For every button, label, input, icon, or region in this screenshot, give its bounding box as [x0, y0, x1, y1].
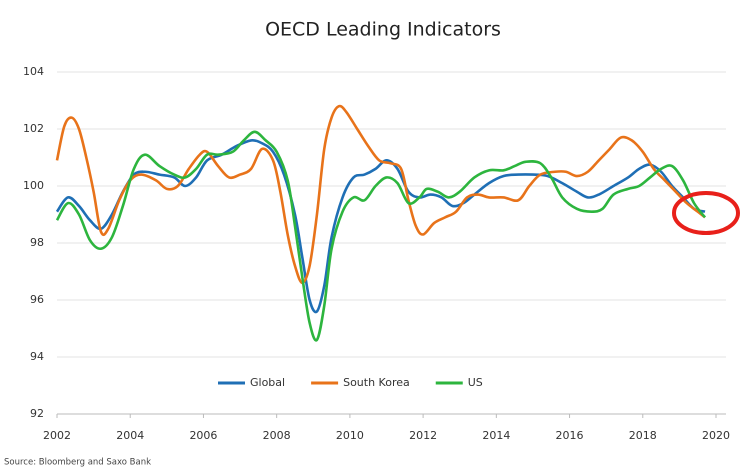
y-tick-label: 98: [30, 236, 44, 249]
legend-label: Global: [250, 376, 285, 389]
x-tick-label: 2002: [43, 429, 71, 442]
grid: 92 94 96 98 100 102 104 2002 2004 2006 2008 2010 201…: [23, 65, 730, 442]
x-tick-label: 2004: [116, 429, 144, 442]
y-tick-label: 100: [23, 179, 44, 192]
x-tick-label: 2016: [556, 429, 584, 442]
x-tick-label: 2012: [409, 429, 437, 442]
x-tick-label: 2008: [263, 429, 291, 442]
x-tick-label: 2018: [629, 429, 657, 442]
y-tick-label: 94: [30, 350, 44, 363]
plot-area: [55, 104, 707, 342]
legend-label: South Korea: [343, 376, 410, 389]
line-series: [55, 139, 706, 314]
x-tick-label: 2020: [702, 429, 730, 442]
legend-label: US: [468, 376, 483, 389]
legend: Global South Korea US: [218, 376, 483, 389]
y-tick-label: 102: [23, 122, 44, 135]
chart-title: OECD Leading Indicators: [265, 19, 501, 41]
y-tick-label: 92: [30, 407, 44, 420]
x-tick-label: 2006: [189, 429, 217, 442]
y-tick-label: 104: [23, 65, 44, 78]
y-tick-label: 96: [30, 293, 44, 306]
x-tick-label: 2010: [336, 429, 364, 442]
highlight-circle: [672, 191, 740, 235]
line-series: [55, 104, 706, 285]
line-series: [55, 130, 707, 342]
source-note: Source: Bloomberg and Saxo Bank: [4, 458, 151, 468]
x-tick-label: 2014: [482, 429, 510, 442]
